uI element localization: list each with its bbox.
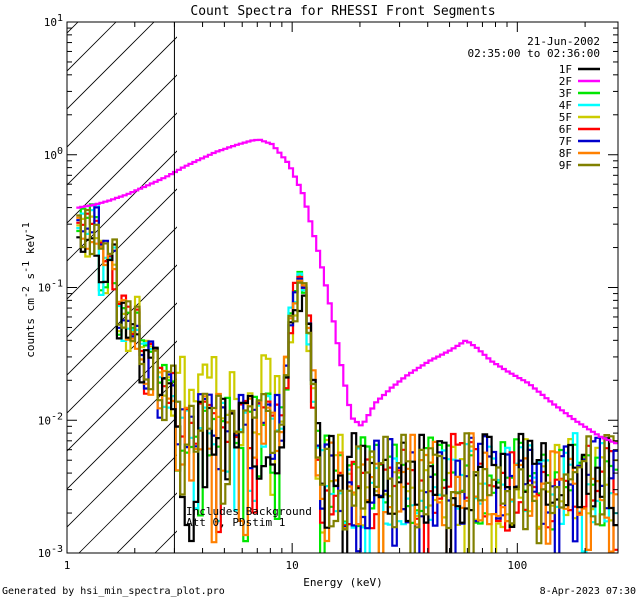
hatch-line	[67, 150, 177, 262]
legend-label-7f: 7F	[559, 135, 572, 148]
background-annotation: Includes Background	[186, 505, 312, 518]
y-tick-base: 10	[38, 282, 51, 295]
hatch-line	[67, 22, 117, 72]
y-axis-label: counts cm-2 s-1 keV-1	[21, 222, 37, 358]
y-tick-exponent: 0	[57, 146, 63, 157]
y-tick-label: 10-3	[38, 544, 63, 560]
legend-label-9f: 9F	[559, 159, 572, 172]
y-tick-label: 100	[44, 146, 63, 162]
x-tick-label: 100	[507, 559, 527, 572]
y-tick-exponent: -2	[51, 411, 63, 422]
legend-label-8f: 8F	[559, 147, 572, 160]
y-tick-base: 10	[38, 414, 51, 427]
hatch-line	[67, 378, 177, 490]
footer-timestamp: 8-Apr-2023 07:30	[540, 586, 636, 597]
hatch-line	[67, 226, 177, 338]
y-tick-label: 10-1	[38, 279, 63, 295]
legend-label-6f: 6F	[559, 123, 572, 136]
series-line-2f	[76, 138, 618, 445]
hatch-line	[67, 36, 177, 148]
x-axis-ticks: 1 10 100	[64, 22, 586, 572]
y-tick-exponent: 1	[57, 13, 63, 24]
series-lines	[76, 138, 618, 553]
y-tick-label: 101	[44, 13, 63, 29]
footer-generator: Generated by hsi_min_spectra_plot.pro	[2, 586, 225, 597]
y-tick-exponent: -1	[51, 279, 63, 290]
y-tick-base: 10	[38, 547, 51, 560]
hatch-line	[67, 340, 177, 452]
legend-label-1f: 1F	[559, 63, 572, 76]
y-tick-base: 10	[44, 16, 57, 29]
legend-label-3f: 3F	[559, 87, 572, 100]
hatch-line	[67, 302, 177, 414]
x-tick-label: 1	[64, 559, 71, 572]
hatch-line	[67, 22, 155, 110]
hatch-line	[67, 22, 79, 34]
y-tick-label: 10-2	[38, 411, 63, 427]
hatch-line	[231, 0, 640, 553]
legend-label-4f: 4F	[559, 99, 572, 112]
legend-label-5f: 5F	[559, 111, 572, 124]
y-tick-base: 10	[44, 149, 57, 162]
series-line-9f	[76, 208, 618, 553]
hatch-line	[67, 416, 177, 528]
x-axis-label: Energy (keV)	[303, 576, 382, 589]
y-tick-exponent: -3	[51, 544, 63, 555]
legend-label-2f: 2F	[559, 75, 572, 88]
attenuator-annotation: Att 0, PDstim 1	[186, 516, 285, 529]
time-range-label: 02:35:00 to 02:36:00	[468, 47, 600, 60]
x-tick-label: 10	[286, 559, 299, 572]
hatch-line	[67, 74, 177, 186]
date-label: 21-Jun-2002	[527, 35, 600, 48]
chart-title: Count Spectra for RHESSI Front Segments	[190, 4, 495, 19]
